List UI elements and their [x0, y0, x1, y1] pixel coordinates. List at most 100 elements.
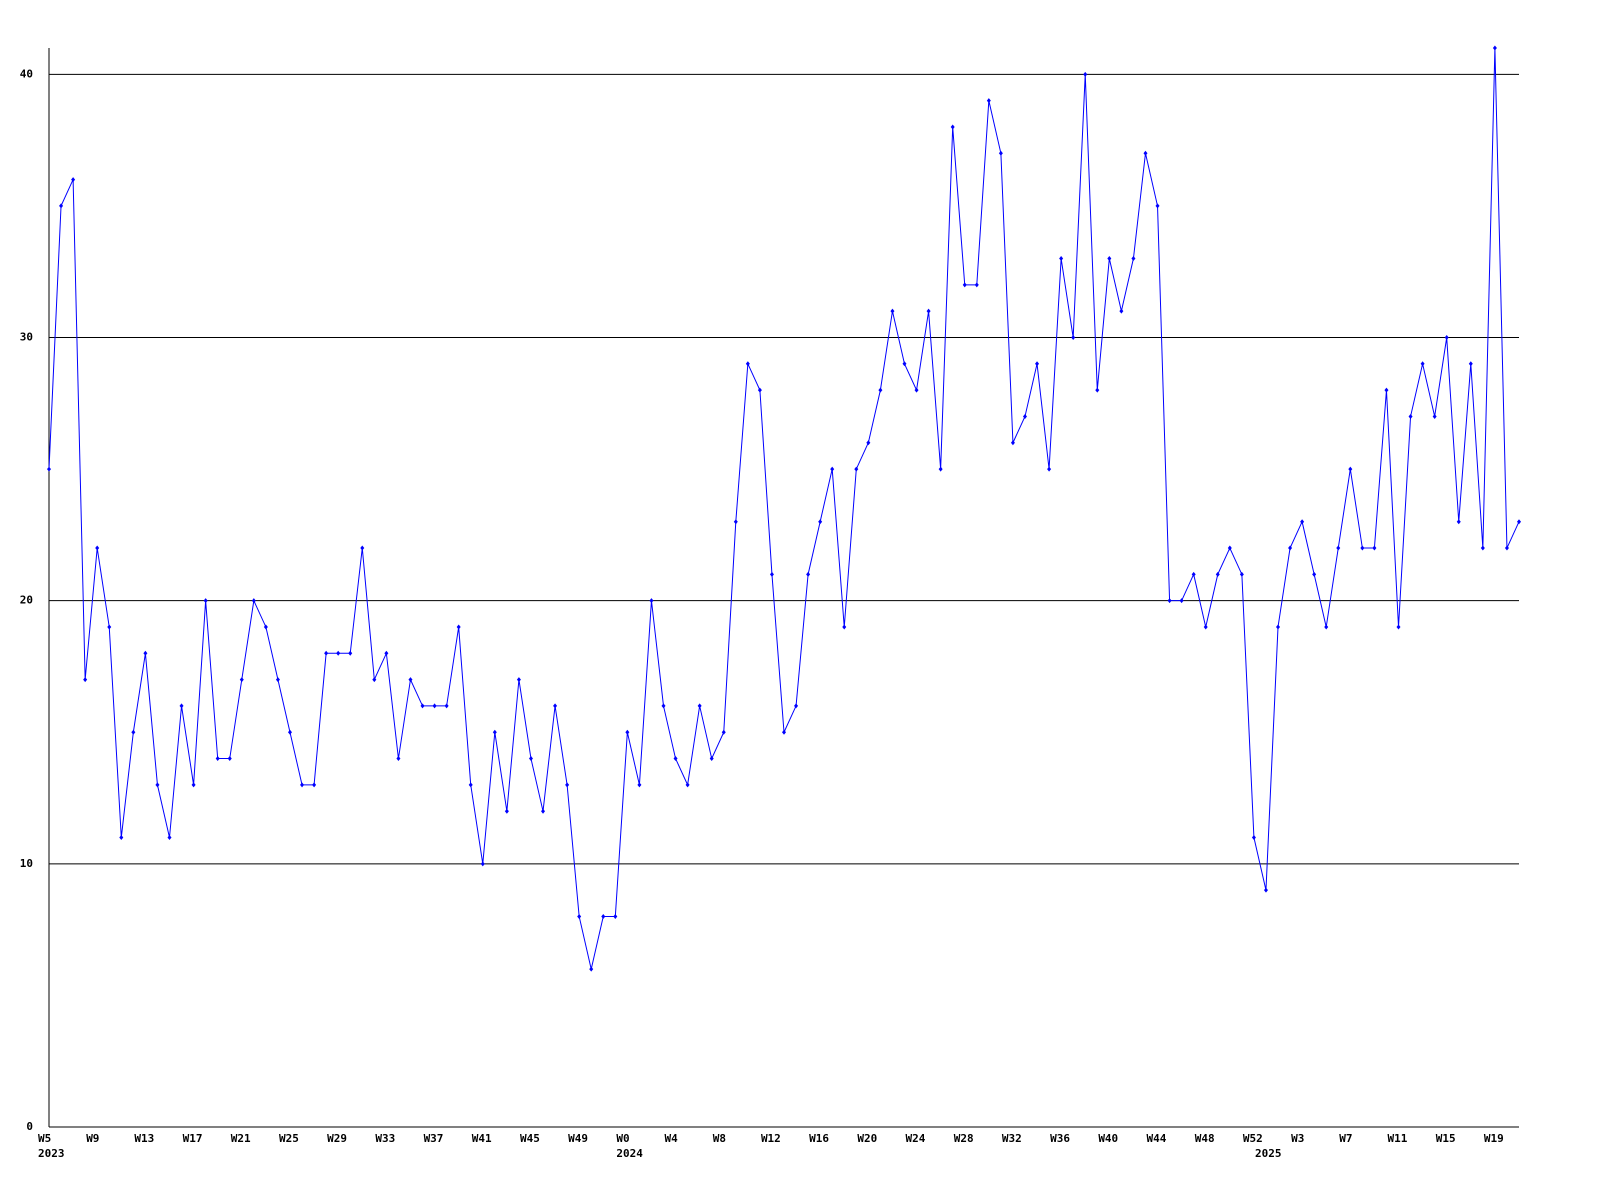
x-year-label: 2025 — [1255, 1147, 1282, 1160]
data-point — [420, 703, 425, 709]
data-point — [1215, 571, 1220, 577]
data-point — [1276, 624, 1281, 630]
data-point — [251, 598, 256, 604]
data-point — [1107, 256, 1112, 262]
x-tick-label: W28 — [954, 1132, 974, 1145]
data-point — [71, 177, 76, 183]
data-point — [119, 835, 124, 841]
data-point — [902, 361, 907, 367]
x-tick-label: W19 — [1484, 1132, 1504, 1145]
series-line — [48, 47, 1520, 970]
data-point — [1312, 571, 1317, 577]
x-tick-label: W25 — [279, 1132, 299, 1145]
x-tick-label: W11 — [1388, 1132, 1408, 1145]
data-point — [589, 966, 594, 972]
data-point — [878, 387, 883, 393]
data-point — [1083, 71, 1088, 77]
data-point — [468, 782, 473, 788]
data-point — [565, 782, 570, 788]
data-point — [1191, 571, 1196, 577]
x-tick-label: W12 — [761, 1132, 781, 1145]
data-point — [372, 677, 377, 683]
data-point — [998, 150, 1003, 156]
data-point — [1384, 387, 1389, 393]
data-point — [974, 282, 979, 288]
x-tick-label: W8 — [713, 1132, 726, 1145]
x-tick-label: W5 — [38, 1132, 51, 1145]
data-point — [1336, 545, 1341, 551]
data-point — [179, 703, 184, 709]
data-point — [155, 782, 160, 788]
data-point — [1432, 413, 1437, 419]
data-point — [962, 282, 967, 288]
data-point — [866, 440, 871, 446]
data-point — [986, 98, 991, 104]
data-point — [143, 650, 148, 656]
data-point — [1492, 45, 1497, 51]
data-point — [1119, 308, 1124, 314]
data-point — [408, 677, 413, 683]
data-point — [1408, 413, 1413, 419]
data-point — [1155, 203, 1160, 209]
data-point — [1348, 466, 1353, 472]
data-point — [733, 519, 738, 525]
data-point — [1420, 361, 1425, 367]
data-point — [1504, 545, 1509, 551]
data-point — [1022, 413, 1027, 419]
data-point — [661, 703, 666, 709]
x-year-label: 2024 — [616, 1147, 643, 1160]
x-tick-label: W21 — [231, 1132, 251, 1145]
x-tick-label: W45 — [520, 1132, 540, 1145]
x-tick-label: W20 — [857, 1132, 877, 1145]
data-point — [613, 913, 618, 919]
x-tick-label: W4 — [665, 1132, 679, 1145]
data-point — [324, 650, 329, 656]
data-point — [396, 756, 401, 762]
data-point — [806, 571, 811, 577]
data-point — [444, 703, 449, 709]
y-tick-label: 20 — [20, 594, 33, 607]
x-tick-label: W49 — [568, 1132, 588, 1145]
data-point — [432, 703, 437, 709]
data-point — [685, 782, 690, 788]
data-point — [842, 624, 847, 630]
data-point — [227, 756, 232, 762]
data-point — [818, 519, 823, 525]
y-tick-label: 30 — [20, 330, 33, 343]
data-point — [938, 466, 943, 472]
data-point — [1324, 624, 1329, 630]
data-point — [1396, 624, 1401, 630]
data-point — [1131, 256, 1136, 262]
data-point — [47, 466, 51, 472]
data-point — [287, 729, 292, 735]
y-tick-label: 40 — [20, 67, 33, 80]
data-point — [215, 756, 220, 762]
data-point — [480, 861, 485, 867]
data-point — [107, 624, 112, 630]
data-point — [348, 650, 353, 656]
data-point — [1468, 361, 1473, 367]
data-point — [782, 729, 786, 735]
x-tick-label: W0 — [616, 1132, 629, 1145]
data-point — [1167, 598, 1172, 604]
data-point — [1444, 334, 1449, 340]
data-point — [926, 308, 931, 314]
x-tick-label: W3 — [1291, 1132, 1304, 1145]
data-point — [360, 545, 365, 551]
x-tick-label: W37 — [424, 1132, 444, 1145]
data-point — [601, 913, 606, 919]
data-point — [384, 650, 389, 656]
data-point — [131, 729, 136, 735]
x-tick-label: W29 — [327, 1132, 347, 1145]
data-point — [1239, 571, 1244, 577]
data-point — [516, 677, 521, 683]
data-point — [1372, 545, 1377, 551]
data-point — [300, 782, 305, 788]
data-point — [1456, 519, 1461, 525]
data-point — [950, 124, 955, 130]
data-point — [1047, 466, 1052, 472]
data-point — [625, 729, 630, 735]
x-tick-label: W44 — [1147, 1132, 1167, 1145]
data-point — [528, 756, 533, 762]
